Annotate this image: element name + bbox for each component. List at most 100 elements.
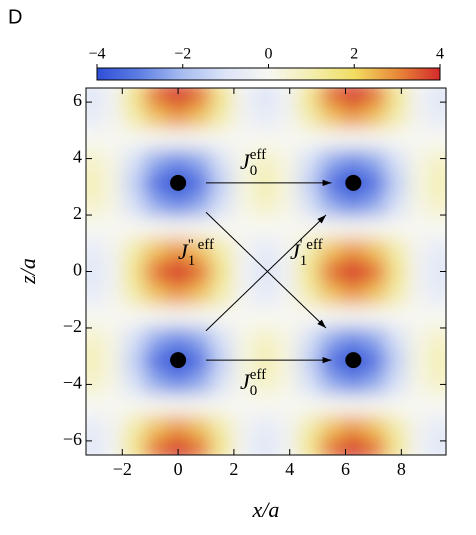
density-cell <box>100 149 124 173</box>
annotation-symbol: J <box>290 239 301 264</box>
density-cell <box>407 104 431 128</box>
density-cell <box>144 237 168 261</box>
density-cell <box>276 304 300 328</box>
site-point <box>170 352 187 369</box>
annotation-symbol: J <box>240 149 251 174</box>
density-cell <box>385 437 409 455</box>
density-cell <box>232 193 256 217</box>
x-tick-label: 6 <box>341 459 350 479</box>
density-cell <box>100 171 124 195</box>
density-cell <box>429 437 446 455</box>
density-cell <box>276 215 300 239</box>
density-cell <box>363 215 387 239</box>
density-cell <box>341 126 365 151</box>
site-point <box>345 352 362 369</box>
density-cell <box>363 370 387 394</box>
density-cell <box>320 282 343 306</box>
density-cell <box>232 437 256 455</box>
density-cell <box>254 370 278 394</box>
density-cell <box>407 126 431 151</box>
density-cell <box>363 88 387 106</box>
density-cell <box>363 415 387 439</box>
density-cell <box>86 304 102 328</box>
annotation: J' eff 1 <box>290 237 323 269</box>
density-cell <box>320 392 343 417</box>
density-cell <box>232 392 256 417</box>
density-cell <box>122 326 146 350</box>
density-cell <box>385 415 409 439</box>
density-cell <box>363 437 387 455</box>
density-cell <box>385 282 409 306</box>
density-cell <box>298 88 322 106</box>
density-cell <box>166 126 190 151</box>
colorbar-tick-label: −4 <box>88 46 105 63</box>
density-cell <box>188 415 212 439</box>
density-cell <box>122 282 146 306</box>
density-cell <box>320 259 343 284</box>
density-cell <box>166 392 190 417</box>
density-cell <box>341 326 365 350</box>
density-cell <box>276 370 300 394</box>
density-cell <box>407 348 431 372</box>
density-cell <box>363 193 387 217</box>
density-cell <box>122 237 146 261</box>
density-cell <box>363 326 387 350</box>
y-tick-label: −4 <box>63 373 82 393</box>
density-cell <box>210 149 234 173</box>
density-cell <box>122 171 146 195</box>
density-cell <box>385 149 409 173</box>
y-tick-label: 6 <box>73 90 82 110</box>
colorbar-tick-label: 4 <box>436 46 444 63</box>
density-cell <box>100 88 124 106</box>
annotation-sup: eff <box>250 367 266 383</box>
density-cell <box>86 437 102 455</box>
density-cell <box>429 326 446 350</box>
density-cell <box>232 326 256 350</box>
density-cell <box>298 392 322 417</box>
density-cell <box>210 104 234 128</box>
x-tick-label: 2 <box>229 459 238 479</box>
density-cell <box>122 437 146 455</box>
density-cell <box>385 126 409 151</box>
density-cell <box>341 259 365 284</box>
density-cell <box>122 415 146 439</box>
density-cell <box>188 259 212 284</box>
density-cell <box>166 149 190 173</box>
site-point <box>345 174 362 191</box>
density-cell <box>385 88 409 106</box>
density-cell <box>144 126 168 151</box>
density-cell <box>86 259 102 284</box>
density-cell <box>385 392 409 417</box>
density-cell <box>341 193 365 217</box>
density-cell <box>232 215 256 239</box>
density-cell <box>385 215 409 239</box>
density-cell <box>166 259 190 284</box>
density-cell <box>385 237 409 261</box>
annotation-sub: 0 <box>250 163 258 179</box>
density-cell <box>188 348 212 372</box>
density-cell <box>298 193 322 217</box>
colorbar <box>96 67 441 81</box>
density-cell <box>385 326 409 350</box>
density-cell <box>144 149 168 173</box>
density-cell <box>429 126 446 151</box>
annotation-sub: 0 <box>250 383 258 399</box>
y-tick-label: −2 <box>63 316 82 336</box>
density-cell <box>188 304 212 328</box>
annotation: Jeff 0 <box>240 147 266 179</box>
colorbar-tick-label: 0 <box>265 46 273 63</box>
density-cell <box>254 304 278 328</box>
density-cell <box>210 282 234 306</box>
density-cell <box>86 193 102 217</box>
density-cell <box>144 415 168 439</box>
density-cell <box>210 437 234 455</box>
y-tick-label: 4 <box>73 147 82 167</box>
density-cell <box>188 237 212 261</box>
density-cell <box>100 392 124 417</box>
x-tick-label: 8 <box>397 459 406 479</box>
density-cell <box>298 104 322 128</box>
density-cell <box>100 326 124 350</box>
density-cell <box>86 282 102 306</box>
density-cell <box>254 326 278 350</box>
